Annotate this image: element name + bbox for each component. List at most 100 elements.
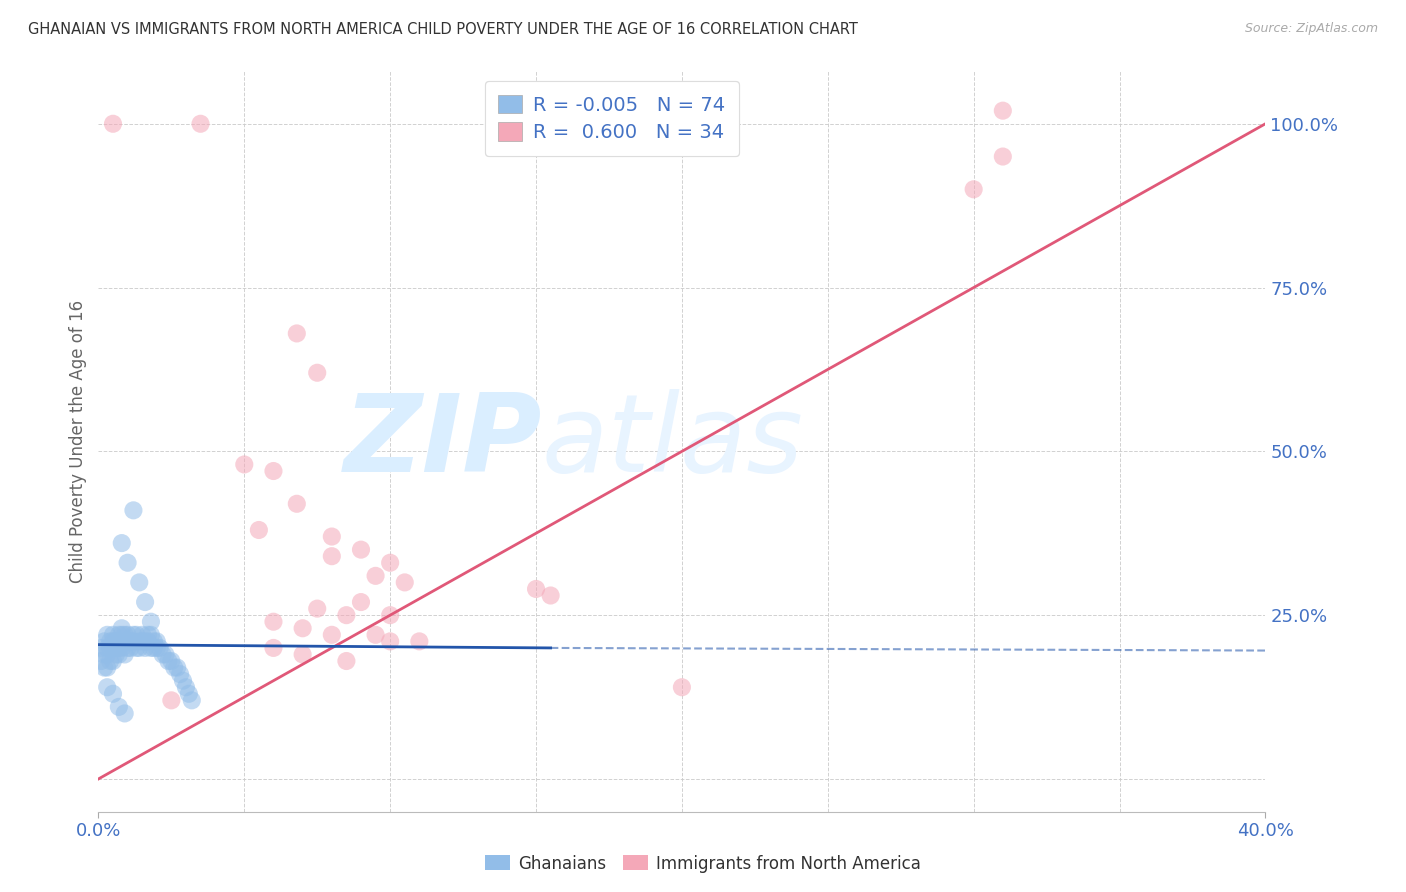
Point	[378, 608, 402, 623]
Point	[350, 542, 373, 557]
Point	[128, 575, 150, 590]
Point	[108, 699, 131, 714]
Point	[166, 660, 188, 674]
Point	[101, 634, 124, 648]
Point	[125, 628, 148, 642]
Point	[262, 464, 284, 478]
Point	[335, 654, 357, 668]
Point	[146, 634, 169, 648]
Point	[321, 530, 343, 544]
Point	[117, 556, 139, 570]
Point	[991, 149, 1014, 163]
Point	[134, 634, 156, 648]
Point	[111, 621, 134, 635]
Point	[307, 366, 329, 380]
Point	[335, 608, 357, 623]
Point	[125, 640, 148, 655]
Point	[169, 667, 191, 681]
Point	[93, 660, 115, 674]
Point	[350, 595, 373, 609]
Point	[120, 640, 142, 655]
Legend: Ghanaians, Immigrants from North America: Ghanaians, Immigrants from North America	[478, 848, 928, 880]
Point	[163, 660, 186, 674]
Point	[262, 640, 284, 655]
Point	[108, 648, 131, 662]
Point	[136, 634, 159, 648]
Point	[101, 117, 124, 131]
Point	[991, 103, 1014, 118]
Point	[96, 680, 118, 694]
Point	[262, 615, 284, 629]
Point	[114, 648, 136, 662]
Legend: R = -0.005   N = 74, R =  0.600   N = 34: R = -0.005 N = 74, R = 0.600 N = 34	[485, 81, 740, 156]
Point	[114, 628, 136, 642]
Point	[177, 687, 200, 701]
Point	[321, 628, 343, 642]
Point	[96, 648, 118, 662]
Point	[90, 654, 112, 668]
Point	[139, 640, 162, 655]
Point	[180, 693, 202, 707]
Point	[93, 648, 115, 662]
Point	[101, 628, 124, 642]
Point	[131, 628, 153, 642]
Point	[117, 634, 139, 648]
Point	[307, 601, 329, 615]
Point	[104, 640, 127, 655]
Point	[671, 680, 693, 694]
Point	[98, 634, 121, 648]
Point	[114, 634, 136, 648]
Point	[111, 536, 134, 550]
Point	[524, 582, 547, 596]
Point	[128, 634, 150, 648]
Point	[152, 648, 174, 662]
Point	[117, 640, 139, 655]
Point	[134, 595, 156, 609]
Point	[146, 640, 169, 655]
Point	[98, 654, 121, 668]
Point	[149, 640, 172, 655]
Point	[233, 458, 256, 472]
Point	[378, 634, 402, 648]
Point	[108, 628, 131, 642]
Point	[285, 497, 308, 511]
Point	[247, 523, 270, 537]
Point	[117, 628, 139, 642]
Point	[962, 182, 984, 196]
Point	[160, 693, 183, 707]
Point	[104, 648, 127, 662]
Point	[540, 589, 562, 603]
Point	[111, 640, 134, 655]
Point	[142, 634, 165, 648]
Point	[98, 640, 121, 655]
Point	[96, 660, 118, 674]
Point	[120, 634, 142, 648]
Point	[378, 556, 402, 570]
Point	[139, 628, 162, 642]
Point	[122, 634, 145, 648]
Point	[90, 640, 112, 655]
Point	[108, 634, 131, 648]
Point	[142, 640, 165, 655]
Point	[174, 680, 197, 694]
Point	[111, 628, 134, 642]
Point	[96, 640, 118, 655]
Point	[157, 654, 180, 668]
Point	[285, 326, 308, 341]
Point	[93, 634, 115, 648]
Text: GHANAIAN VS IMMIGRANTS FROM NORTH AMERICA CHILD POVERTY UNDER THE AGE OF 16 CORR: GHANAIAN VS IMMIGRANTS FROM NORTH AMERIC…	[28, 22, 858, 37]
Point	[104, 634, 127, 648]
Point	[101, 640, 124, 655]
Point	[101, 654, 124, 668]
Point	[408, 634, 430, 648]
Point	[131, 634, 153, 648]
Text: Source: ZipAtlas.com: Source: ZipAtlas.com	[1244, 22, 1378, 36]
Point	[114, 706, 136, 721]
Point	[291, 621, 314, 635]
Point	[134, 640, 156, 655]
Point	[190, 117, 212, 131]
Point	[160, 654, 183, 668]
Point	[155, 648, 177, 662]
Point	[122, 503, 145, 517]
Point	[96, 628, 118, 642]
